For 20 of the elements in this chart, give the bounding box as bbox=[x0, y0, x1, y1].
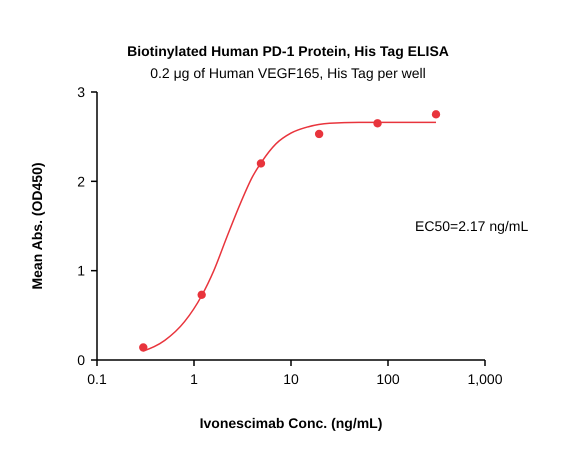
point bbox=[373, 119, 382, 128]
x-axis-title: Ivonescimab Conc. (ng/mL) bbox=[200, 415, 382, 431]
x-tick-label: 100 bbox=[376, 371, 400, 387]
chart-subtitle: 0.2 μg of Human VEGF165, His Tag per well bbox=[150, 65, 426, 81]
x-tick-label: 10 bbox=[283, 371, 299, 387]
point bbox=[314, 130, 324, 138]
y-axis-title: Mean Abs. (OD450) bbox=[29, 162, 45, 290]
x-tick-label: 1 bbox=[190, 371, 198, 387]
y-tick-label: 3 bbox=[77, 84, 86, 100]
y-tick-label: 0 bbox=[77, 352, 86, 368]
point bbox=[256, 159, 266, 168]
y-tick-label: 2 bbox=[77, 173, 86, 190]
point bbox=[139, 343, 148, 352]
y-tick-label: 1 bbox=[77, 262, 86, 279]
x-tick-label: 0.1 bbox=[87, 371, 107, 387]
chart-title: Biotinylated Human PD-1 Protein, His Tag ELISA bbox=[127, 43, 449, 59]
point bbox=[197, 290, 206, 299]
annotation: EC50=2.17 ng/mL bbox=[415, 218, 528, 234]
point bbox=[432, 110, 440, 119]
x-tick-label: 1,000 bbox=[467, 371, 503, 387]
